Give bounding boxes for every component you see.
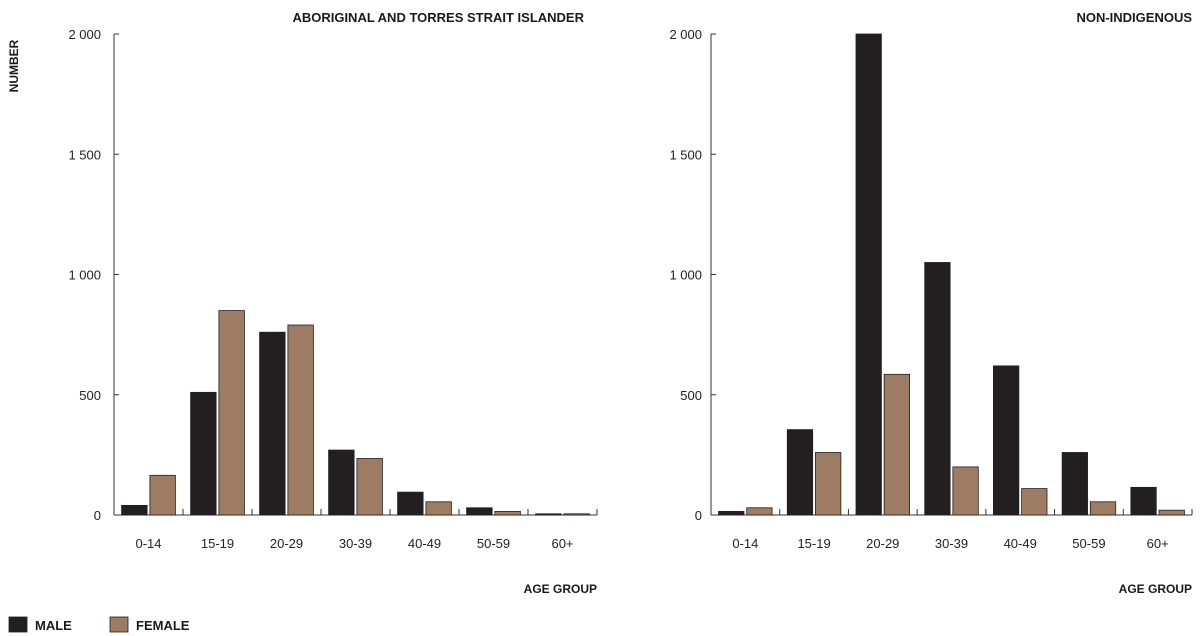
bar-female-20-29	[287, 324, 314, 516]
bar-male-0-14	[718, 510, 745, 516]
y-axis-label: NUMBER	[7, 39, 21, 92]
bar-female-60+	[563, 513, 590, 516]
legend: MALE FEMALE	[8, 616, 190, 633]
y-tick-label: 1 500	[669, 147, 702, 162]
bar-female-60+	[1158, 509, 1185, 516]
y-tick-label: 1 500	[68, 147, 101, 162]
bar-female-40-49	[1021, 488, 1048, 516]
bar-female-15-19	[218, 310, 245, 516]
y-tick-label: 2 000	[68, 27, 101, 42]
x-axis-label: AGE GROUP	[1119, 582, 1192, 596]
bar-male-40-49	[397, 491, 424, 516]
bar-male-15-19	[786, 429, 814, 516]
bar-male-60+	[1130, 486, 1157, 516]
x-tick-label: 30-39	[339, 536, 372, 551]
legend-swatch-male	[8, 616, 28, 633]
bar-female-50-59	[1089, 501, 1117, 516]
bar-male-30-39	[328, 449, 355, 516]
bar-male-40-49	[993, 365, 1020, 516]
x-tick-label: 60+	[1147, 536, 1169, 551]
y-tick-label: 0	[695, 508, 702, 523]
bar-female-20-29	[883, 373, 910, 516]
bar-female-30-39	[952, 466, 979, 516]
chart-panel-aboriginal: ABORIGINAL AND TORRES STRAIT ISLANDER NUM…	[7, 10, 598, 596]
y-tick-label: 500	[79, 388, 101, 403]
bar-male-0-14	[121, 504, 148, 516]
bar-male-15-19	[190, 391, 217, 516]
bar-female-30-39	[356, 458, 383, 516]
x-tick-label: 40-49	[408, 536, 441, 551]
x-tick-label: 30-39	[935, 536, 968, 551]
bar-female-0-14	[149, 474, 176, 516]
bar-male-20-29	[855, 33, 882, 516]
x-tick-label: 15-19	[201, 536, 234, 551]
x-tick-label: 50-59	[1072, 536, 1105, 551]
chart-title: NON-INDIGENOUS	[1076, 10, 1192, 25]
x-tick-label: 0-14	[135, 536, 161, 551]
y-tick-label: 2 000	[669, 27, 702, 42]
x-tick-label: 15-19	[797, 536, 830, 551]
x-axis-label: AGE GROUP	[524, 582, 597, 596]
bar-male-50-59	[466, 507, 493, 516]
legend-label-female: FEMALE	[136, 618, 190, 633]
x-tick-label: 50-59	[477, 536, 510, 551]
bar-male-20-29	[259, 331, 286, 516]
bar-female-0-14	[746, 507, 773, 516]
bar-male-50-59	[1061, 452, 1088, 516]
bar-female-40-49	[425, 501, 452, 516]
legend-label-male: MALE	[35, 618, 72, 633]
bar-female-15-19	[815, 452, 842, 516]
bar-male-30-39	[924, 262, 951, 516]
bar-female-50-59	[494, 510, 521, 516]
chart-panel-non-indigenous: NON-INDIGENOUS 0 500 1 000 1 500 2 000 0-14 15-…	[669, 10, 1193, 596]
y-tick-label: 1 000	[669, 268, 702, 283]
y-tick-label: 1 000	[68, 268, 101, 283]
x-tick-label: 20-29	[270, 536, 303, 551]
x-tick-label: 20-29	[866, 536, 899, 551]
x-tick-label: 60+	[551, 536, 573, 551]
y-tick-label: 0	[94, 508, 101, 523]
legend-swatch-female	[109, 616, 129, 633]
x-tick-label: 40-49	[1004, 536, 1037, 551]
bar-male-60+	[535, 513, 562, 516]
chart-title: ABORIGINAL AND TORRES STRAIT ISLANDER	[292, 10, 584, 25]
y-tick-label: 500	[680, 388, 702, 403]
x-tick-label: 0-14	[732, 536, 758, 551]
